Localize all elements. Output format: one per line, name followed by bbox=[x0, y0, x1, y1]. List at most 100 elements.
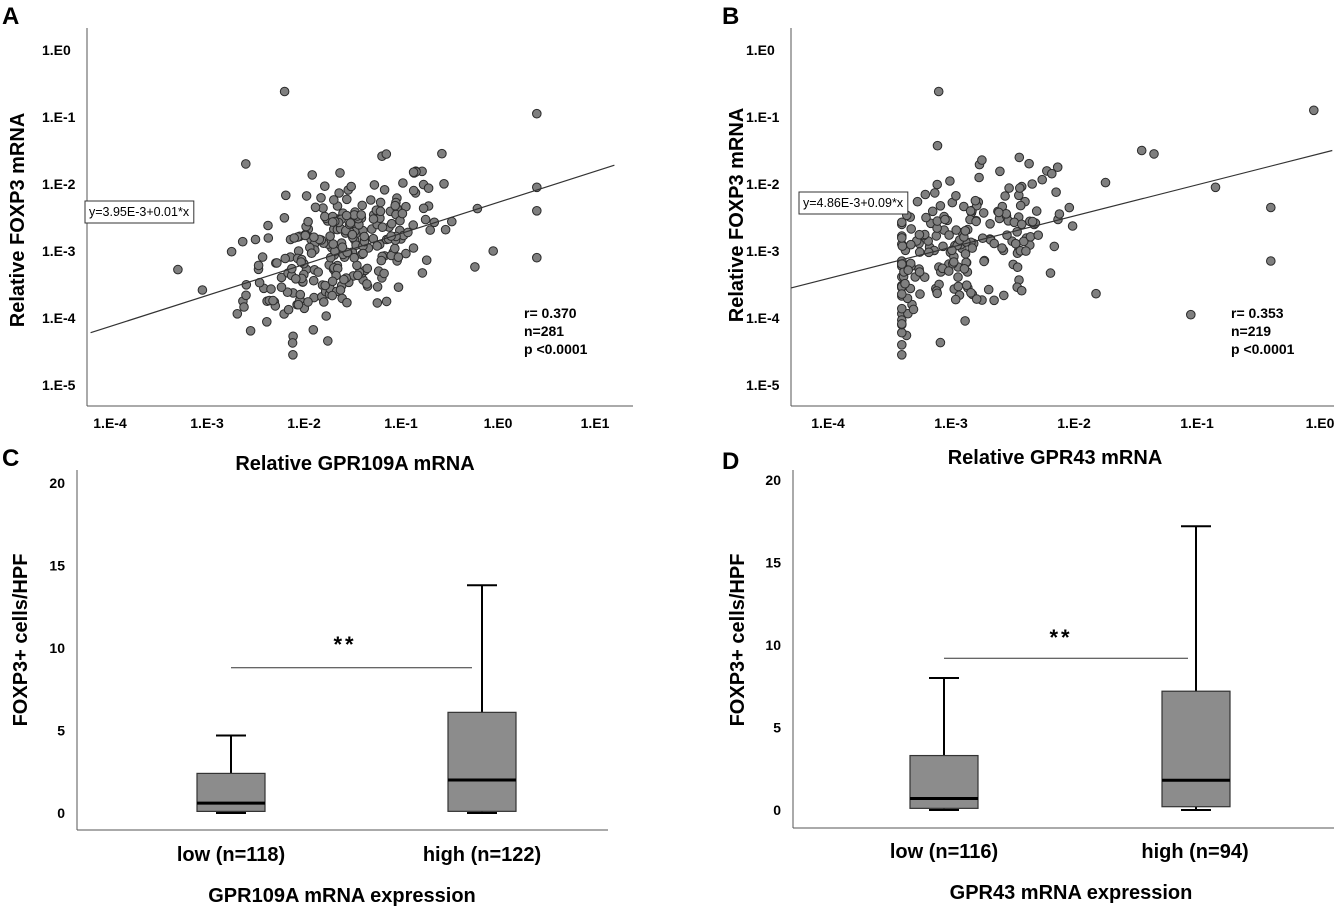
panel-b-data-point bbox=[971, 294, 982, 304]
panel-b-data-point bbox=[1016, 285, 1027, 296]
panel-a-data-point bbox=[381, 149, 392, 159]
panel-b-x-tick-label: 1.E-1 bbox=[1180, 415, 1214, 431]
panel-a-data-point bbox=[390, 243, 400, 254]
panel-b-data-point bbox=[912, 196, 923, 207]
panel-c-box bbox=[447, 711, 517, 812]
panel-b-data-point bbox=[914, 229, 925, 240]
panel-a-data-point bbox=[335, 285, 346, 295]
panel-b-data-point bbox=[935, 337, 946, 348]
panel-b-data-point bbox=[951, 191, 961, 201]
panel-b-data-point bbox=[1052, 162, 1063, 172]
panel-b-data-point bbox=[914, 267, 925, 277]
panel-a-data-point bbox=[358, 248, 368, 259]
panel-c-y-tick-label: 5 bbox=[57, 723, 65, 739]
panel-d-y-tick-label: 15 bbox=[765, 555, 781, 571]
panel-a-data-point bbox=[325, 231, 335, 241]
panel-a-y-tick-label: 1.E-2 bbox=[42, 176, 76, 192]
panel-b-x-tick-label: 1.E0 bbox=[1306, 415, 1334, 431]
panel-a: A Relative GPR109A mRNA Relative FOXP3 m… bbox=[2, 3, 588, 475]
panel-b-data-point bbox=[900, 278, 910, 289]
panel-b-data-point bbox=[1266, 202, 1276, 213]
panel-a-data-point bbox=[342, 194, 352, 205]
panel-a-ylabel: Relative FOXP3 mRNA bbox=[7, 113, 29, 328]
panel-d-ylabel: FOXP3+ cells/HPF bbox=[727, 554, 749, 727]
chart-marks: 1.E0 1.E-1 1.E-2 1.E-3 1.E-4 1.E-5 1.E-4 1.E-3 1… bbox=[42, 28, 1334, 831]
panel-a-data-point bbox=[241, 159, 251, 169]
panel-a-data-point bbox=[349, 252, 360, 263]
panel-b: B Relative GPR43 mRNA Relative FOXP3 mRN… bbox=[722, 3, 1295, 469]
panel-a-fit-label-box bbox=[84, 200, 195, 224]
panel-a-data-point bbox=[379, 268, 389, 279]
panel-a-data-point bbox=[279, 86, 290, 97]
panel-a-data-point bbox=[303, 297, 313, 307]
panel-a-letter: A bbox=[2, 3, 19, 30]
panel-b-data-point bbox=[997, 243, 1007, 253]
panel-a-data-point bbox=[390, 200, 401, 211]
panel-b-data-point bbox=[932, 140, 943, 151]
panel-b-data-point bbox=[1067, 221, 1078, 231]
panel-b-ylabel: Relative FOXP3 mRNA bbox=[726, 108, 748, 323]
panel-d-xlabel: GPR43 mRNA expression bbox=[950, 882, 1193, 904]
panel-b-data-point bbox=[1031, 206, 1042, 216]
panel-a-data-point bbox=[320, 181, 330, 191]
panel-b-data-point bbox=[906, 224, 917, 234]
panel-a-data-point bbox=[408, 167, 419, 177]
panel-a-data-point bbox=[386, 218, 397, 229]
panel-b-data-point bbox=[930, 188, 940, 198]
panel-a-data-point bbox=[376, 255, 387, 266]
panel-a-data-point bbox=[276, 282, 287, 293]
panel-a-data-point bbox=[356, 210, 367, 220]
panel-a-data-point bbox=[366, 195, 376, 205]
panel-b-data-point bbox=[944, 230, 954, 240]
panel-a-data-point bbox=[425, 225, 436, 235]
panel-a-data-point bbox=[532, 206, 542, 216]
panel-b-fit-line bbox=[790, 149, 1333, 289]
panel-a-data-point bbox=[263, 233, 274, 243]
panel-b-data-point bbox=[960, 249, 971, 259]
panel-c-y-tick-label: 15 bbox=[49, 558, 65, 574]
panel-a-data-point bbox=[408, 185, 419, 196]
panel-a-data-point bbox=[329, 195, 339, 205]
panel-a-x-tick-label: 1.E-1 bbox=[384, 415, 418, 431]
panel-a-x-tick-label: 1.E-4 bbox=[93, 415, 127, 431]
panel-b-y-tick-label: 1.E-1 bbox=[746, 109, 780, 125]
panel-a-data-point bbox=[237, 236, 248, 247]
panel-a-y-tick-label: 1.E-4 bbox=[42, 310, 76, 326]
panel-b-data-point bbox=[932, 288, 943, 299]
panel-a-data-point bbox=[280, 253, 291, 264]
panel-b-stat-p: p <0.0001 bbox=[1231, 341, 1295, 357]
panel-a-data-point bbox=[287, 338, 298, 348]
panel-b-data-point bbox=[944, 266, 954, 276]
panel-a-data-point bbox=[397, 208, 408, 219]
panel-b-data-point bbox=[960, 316, 970, 326]
panel-a-data-point bbox=[245, 326, 256, 336]
panel-a-data-point bbox=[359, 231, 370, 242]
panel-a-data-point bbox=[393, 252, 404, 263]
panel-a-data-point bbox=[423, 183, 434, 193]
panel-b-data-point bbox=[1037, 174, 1047, 185]
panel-c-category-low: low (n=118) bbox=[177, 844, 285, 866]
panel-a-data-point bbox=[379, 185, 390, 195]
panel-b-data-point bbox=[1033, 230, 1043, 240]
panel-b-letter: B bbox=[722, 3, 739, 30]
panel-a-data-point bbox=[398, 178, 408, 188]
panel-a-data-point bbox=[263, 220, 273, 231]
panel-b-data-point bbox=[1049, 241, 1060, 252]
panel-a-y-tick-label: 1.E-3 bbox=[42, 243, 76, 259]
panel-a-data-point bbox=[232, 309, 243, 319]
panel-b-data-point bbox=[978, 208, 989, 218]
panel-a-data-point bbox=[320, 280, 331, 291]
panel-a-data-point bbox=[345, 218, 356, 228]
panel-b-data-point bbox=[897, 217, 907, 228]
panel-a-data-point bbox=[272, 258, 282, 268]
panel-a-data-point bbox=[327, 217, 338, 227]
panel-b-y-tick-label: 1.E0 bbox=[746, 42, 775, 58]
panel-b-data-point bbox=[951, 225, 962, 235]
panel-b-data-point bbox=[989, 295, 999, 306]
panel-a-data-point bbox=[532, 108, 542, 119]
panel-b-data-point bbox=[897, 233, 907, 243]
panel-a-data-point bbox=[226, 246, 237, 257]
panel-b-data-point bbox=[949, 257, 959, 267]
panel-a-x-tick-label: 1.E0 bbox=[484, 415, 513, 431]
